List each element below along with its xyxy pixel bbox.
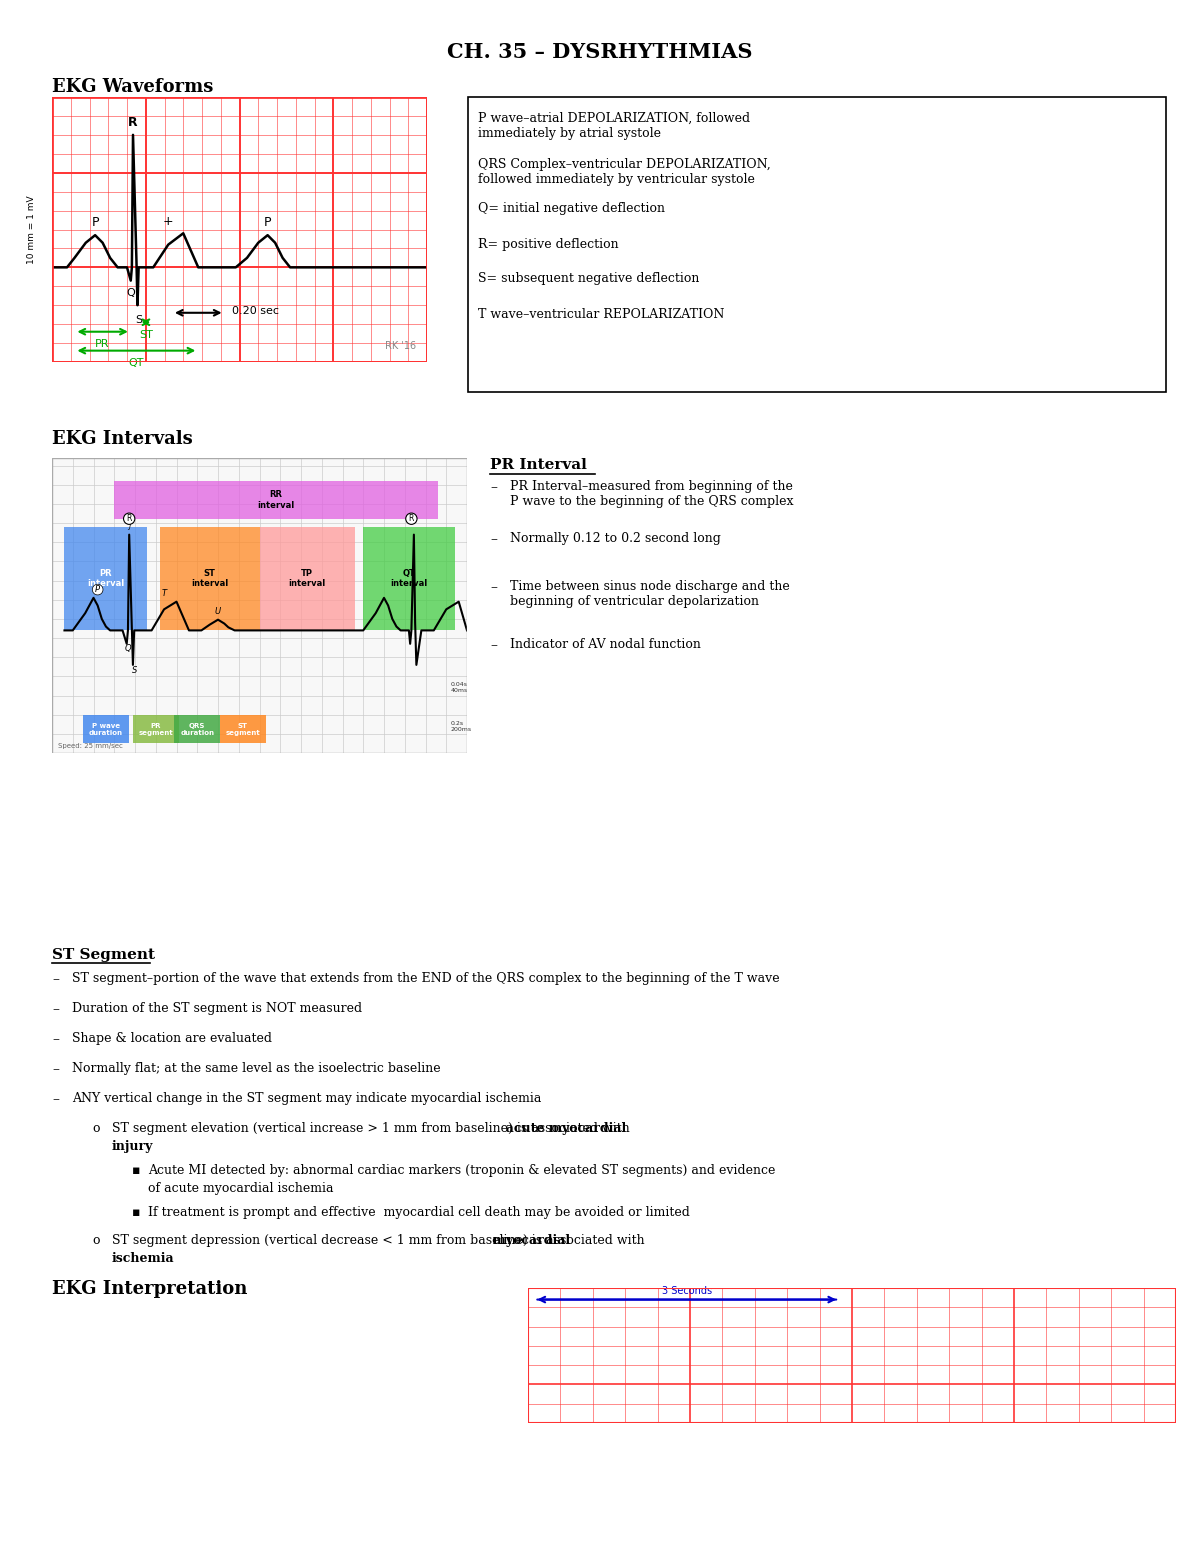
Text: S: S (132, 666, 137, 674)
Text: ST
interval: ST interval (191, 568, 228, 589)
Text: 0.04s
40ms: 0.04s 40ms (450, 682, 468, 693)
Text: Normally 0.12 to 0.2 second long: Normally 0.12 to 0.2 second long (510, 533, 721, 545)
Text: ST
segment: ST segment (226, 722, 260, 736)
Text: R= positive deflection: R= positive deflection (478, 238, 619, 252)
Text: injury: injury (112, 1140, 154, 1152)
Text: P: P (264, 216, 271, 230)
Text: ischemia: ischemia (112, 1252, 175, 1266)
Text: Q= initial negative deflection: Q= initial negative deflection (478, 202, 665, 214)
Text: acute myocardial: acute myocardial (112, 1121, 626, 1135)
Text: +: + (163, 214, 174, 228)
Text: S= subsequent negative deflection: S= subsequent negative deflection (478, 272, 700, 286)
Text: 10 mm = 1 mV: 10 mm = 1 mV (26, 196, 36, 264)
Text: S: S (136, 315, 142, 325)
Text: –: – (490, 579, 497, 593)
Text: of acute myocardial ischemia: of acute myocardial ischemia (148, 1182, 334, 1194)
Text: ▪: ▪ (132, 1165, 140, 1177)
Text: CH. 35 – DYSRHYTHMIAS: CH. 35 – DYSRHYTHMIAS (448, 42, 752, 62)
FancyBboxPatch shape (83, 714, 128, 744)
Text: QRS Complex–ventricular DEPOLARIZATION,
followed immediately by ventricular syst: QRS Complex–ventricular DEPOLARIZATION, … (478, 158, 770, 186)
FancyBboxPatch shape (174, 714, 220, 744)
Text: PR: PR (95, 339, 110, 349)
Text: P: P (95, 585, 100, 595)
Text: RR
interval: RR interval (258, 491, 295, 509)
Text: If treatment is prompt and effective  myocardial cell death may be avoided or li: If treatment is prompt and effective myo… (148, 1207, 690, 1219)
Text: Shape & location are evaluated: Shape & location are evaluated (72, 1033, 272, 1045)
Text: Acute MI detected by: abnormal cardiac markers (troponin & elevated ST segments): Acute MI detected by: abnormal cardiac m… (148, 1165, 775, 1177)
Text: J: J (128, 523, 131, 530)
Text: ▪: ▪ (132, 1207, 140, 1219)
Text: Speed: 25 mm/sec: Speed: 25 mm/sec (59, 744, 124, 749)
Text: ANY vertical change in the ST segment may indicate myocardial ischemia: ANY vertical change in the ST segment ma… (72, 1092, 541, 1106)
FancyBboxPatch shape (259, 526, 355, 631)
Text: TP
interval: TP interval (289, 568, 326, 589)
Text: R: R (128, 116, 138, 129)
Text: T wave–ventricular REPOLARIZATION: T wave–ventricular REPOLARIZATION (478, 307, 725, 321)
FancyBboxPatch shape (220, 714, 265, 744)
Text: myocardial: myocardial (112, 1235, 570, 1247)
Text: –: – (52, 1062, 59, 1076)
Text: EKG Intervals: EKG Intervals (52, 430, 193, 447)
Text: QT: QT (128, 359, 144, 368)
Text: o: o (92, 1235, 100, 1247)
FancyBboxPatch shape (133, 714, 179, 744)
Text: P wave
duration: P wave duration (89, 722, 122, 736)
Bar (528, 1287, 1176, 1423)
Text: Normally flat; at the same level as the isoelectric baseline: Normally flat; at the same level as the … (72, 1062, 440, 1075)
Text: P wave–atrial DEPOLARIZATION, followed
immediately by atrial systole: P wave–atrial DEPOLARIZATION, followed i… (478, 112, 750, 140)
Text: PR Interval–measured from beginning of the
P wave to the beginning of the QRS co: PR Interval–measured from beginning of t… (510, 480, 793, 508)
Text: R: R (126, 514, 132, 523)
Text: 0.20 sec: 0.20 sec (232, 306, 278, 315)
Bar (52, 458, 467, 753)
Text: R: R (409, 514, 414, 523)
Text: –: – (490, 533, 497, 547)
Text: Q: Q (126, 289, 136, 298)
Text: PR
segment: PR segment (138, 722, 173, 736)
Text: ST segment–portion of the wave that extends from the END of the QRS complex to t: ST segment–portion of the wave that exte… (72, 972, 780, 985)
Text: P: P (91, 216, 98, 230)
FancyBboxPatch shape (65, 526, 148, 631)
FancyBboxPatch shape (114, 481, 438, 519)
Text: o: o (92, 1121, 100, 1135)
Text: –: – (490, 638, 497, 652)
Text: EKG Interpretation: EKG Interpretation (52, 1280, 247, 1298)
Text: PR
interval: PR interval (88, 568, 125, 589)
Text: EKG Waveforms: EKG Waveforms (52, 78, 214, 96)
Text: –: – (52, 1092, 59, 1106)
Text: U: U (215, 607, 221, 617)
Text: –: – (490, 480, 497, 494)
Text: Indicator of AV nodal function: Indicator of AV nodal function (510, 638, 701, 651)
Text: PR Interval: PR Interval (490, 458, 587, 472)
FancyBboxPatch shape (468, 96, 1166, 391)
Text: –: – (52, 1033, 59, 1047)
FancyBboxPatch shape (364, 526, 455, 631)
Bar (52, 96, 427, 362)
Text: –: – (52, 972, 59, 986)
Text: T: T (162, 589, 167, 598)
Text: ST segment depression (vertical decrease < 1 mm from baseline) is associated wit: ST segment depression (vertical decrease… (112, 1235, 649, 1247)
Text: QRS
duration: QRS duration (180, 722, 215, 736)
Text: RK '16: RK '16 (385, 340, 415, 351)
Text: ST Segment: ST Segment (52, 947, 155, 961)
Text: ST segment elevation (vertical increase > 1 mm from baseline) is associated with: ST segment elevation (vertical increase … (112, 1121, 634, 1135)
Text: –: – (52, 1002, 59, 1016)
Text: 3 Seconds: 3 Seconds (661, 1286, 712, 1295)
Text: Time between sinus node discharge and the
beginning of ventricular depolarizatio: Time between sinus node discharge and th… (510, 579, 790, 609)
Text: 0.2s
200ms: 0.2s 200ms (450, 721, 472, 731)
FancyBboxPatch shape (160, 526, 259, 631)
Text: Q: Q (125, 644, 131, 654)
Text: QT
interval: QT interval (390, 568, 427, 589)
Text: ST: ST (139, 329, 152, 340)
Text: Duration of the ST segment is NOT measured: Duration of the ST segment is NOT measur… (72, 1002, 362, 1016)
